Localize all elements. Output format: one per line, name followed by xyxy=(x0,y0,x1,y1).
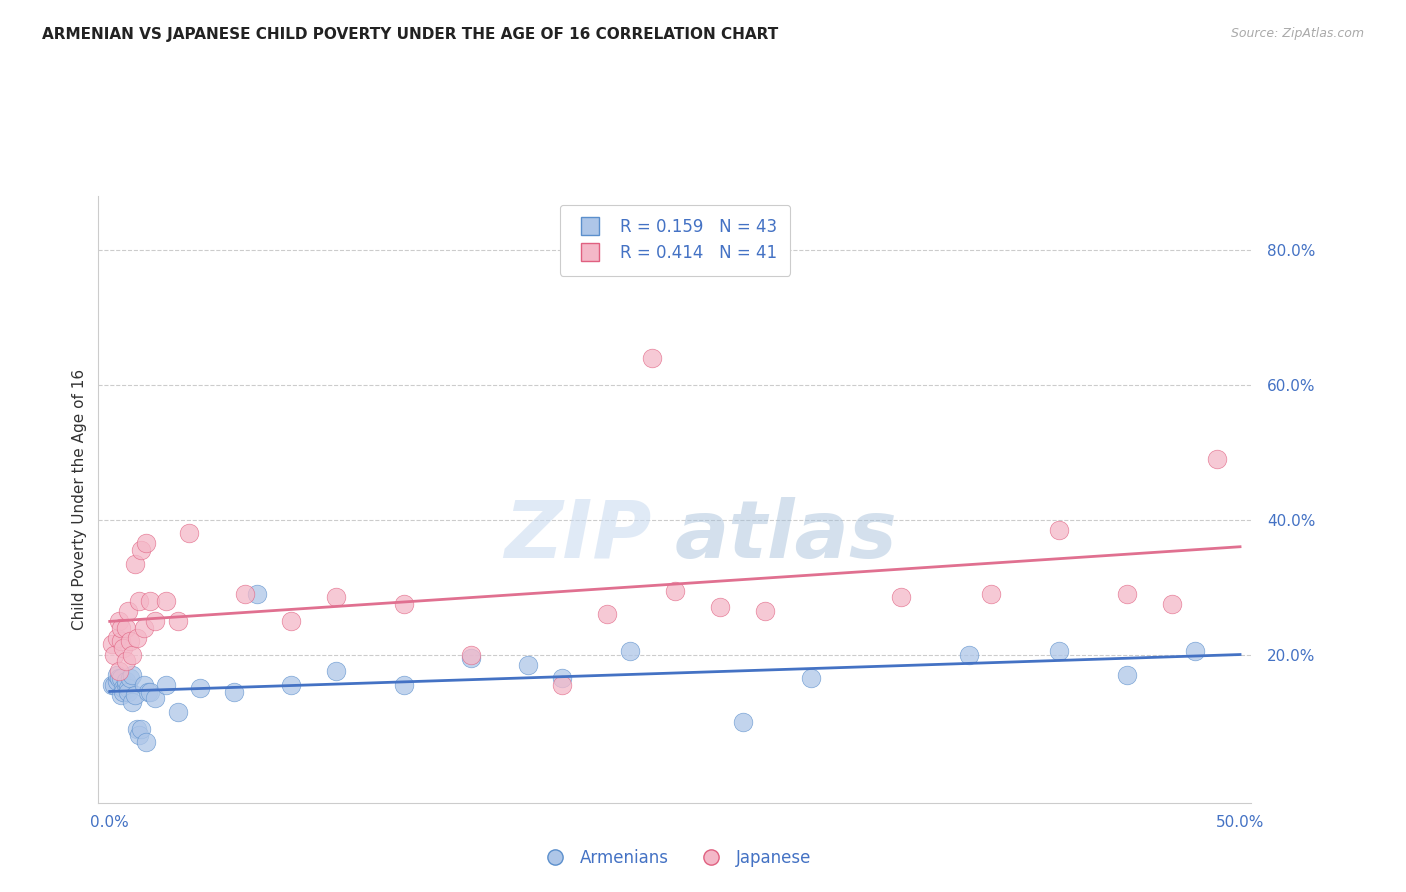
Point xyxy=(128,593,150,607)
Point xyxy=(121,695,143,709)
Point xyxy=(136,684,159,698)
Point xyxy=(101,678,124,692)
Point xyxy=(551,671,574,685)
Point xyxy=(139,593,162,607)
Point xyxy=(619,644,641,658)
Point xyxy=(117,684,139,698)
Point xyxy=(166,614,188,628)
Point xyxy=(957,648,980,662)
Point xyxy=(110,671,132,685)
Point xyxy=(799,671,821,685)
Point xyxy=(280,678,302,692)
Legend: Armenians, Japanese: Armenians, Japanese xyxy=(531,842,818,873)
Point xyxy=(105,631,128,645)
Point xyxy=(125,631,148,645)
Point xyxy=(1206,452,1229,467)
Point xyxy=(112,640,135,655)
Point xyxy=(135,536,157,550)
Point xyxy=(166,705,188,719)
Point xyxy=(110,621,132,635)
Point xyxy=(460,651,482,665)
Point xyxy=(325,665,347,679)
Point xyxy=(107,614,129,628)
Point xyxy=(754,604,776,618)
Point xyxy=(121,667,143,681)
Point xyxy=(188,681,211,696)
Point xyxy=(664,583,686,598)
Point xyxy=(114,674,136,689)
Point xyxy=(103,678,125,692)
Point xyxy=(641,351,664,365)
Point xyxy=(131,543,153,558)
Point xyxy=(107,665,129,679)
Point xyxy=(731,714,754,729)
Point xyxy=(110,688,132,702)
Point xyxy=(120,671,142,685)
Point xyxy=(235,587,257,601)
Point xyxy=(596,607,619,621)
Point xyxy=(120,634,142,648)
Point xyxy=(155,678,177,692)
Point xyxy=(246,587,269,601)
Point xyxy=(1047,644,1070,658)
Point xyxy=(105,674,128,689)
Point xyxy=(112,684,135,698)
Point xyxy=(890,591,912,605)
Point xyxy=(980,587,1002,601)
Point xyxy=(222,684,245,698)
Point xyxy=(177,526,200,541)
Point xyxy=(117,604,139,618)
Text: atlas: atlas xyxy=(675,497,897,575)
Point xyxy=(105,667,128,681)
Point xyxy=(135,735,157,749)
Point xyxy=(132,678,155,692)
Point xyxy=(325,591,347,605)
Point xyxy=(139,684,162,698)
Point xyxy=(155,593,177,607)
Point xyxy=(392,597,415,611)
Point xyxy=(114,678,136,692)
Point xyxy=(103,648,125,662)
Text: ARMENIAN VS JAPANESE CHILD POVERTY UNDER THE AGE OF 16 CORRELATION CHART: ARMENIAN VS JAPANESE CHILD POVERTY UNDER… xyxy=(42,27,779,42)
Point xyxy=(128,728,150,742)
Point xyxy=(124,557,146,571)
Point xyxy=(1184,644,1206,658)
Point xyxy=(121,648,143,662)
Point xyxy=(392,678,415,692)
Point xyxy=(107,671,129,685)
Point xyxy=(460,648,482,662)
Point xyxy=(125,722,148,736)
Y-axis label: Child Poverty Under the Age of 16: Child Poverty Under the Age of 16 xyxy=(72,369,87,630)
Point xyxy=(709,600,731,615)
Text: ZIP: ZIP xyxy=(505,497,652,575)
Point xyxy=(114,621,136,635)
Point xyxy=(143,614,166,628)
Point xyxy=(124,688,146,702)
Point xyxy=(132,621,155,635)
Point xyxy=(143,691,166,706)
Point xyxy=(112,681,135,696)
Point xyxy=(131,722,153,736)
Point xyxy=(101,637,124,651)
Point xyxy=(1116,587,1139,601)
Point xyxy=(551,678,574,692)
Point xyxy=(1161,597,1184,611)
Text: Source: ZipAtlas.com: Source: ZipAtlas.com xyxy=(1230,27,1364,40)
Point xyxy=(1047,523,1070,537)
Point xyxy=(516,657,538,672)
Point xyxy=(117,681,139,696)
Point xyxy=(110,634,132,648)
Point xyxy=(280,614,302,628)
Point xyxy=(114,654,136,668)
Point xyxy=(1116,667,1139,681)
